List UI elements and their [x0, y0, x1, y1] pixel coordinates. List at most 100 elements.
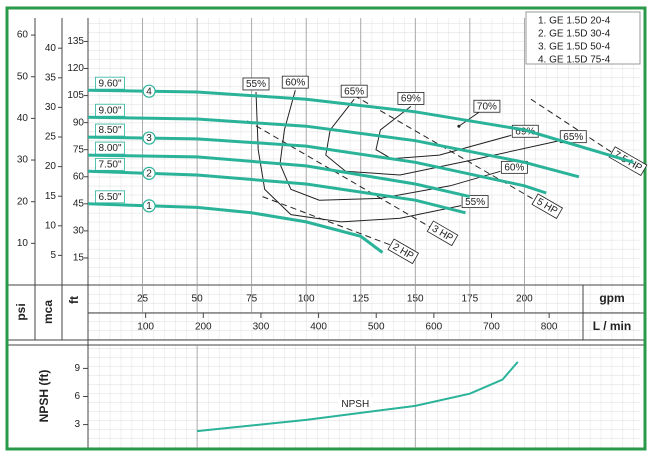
axis-label: psi [14, 303, 28, 320]
efficiency-label: 60% [500, 160, 528, 174]
npsh-curve [196, 361, 519, 433]
curve-tag [142, 199, 156, 213]
hp-line [247, 120, 431, 228]
x2-tick-label: 200 [195, 322, 212, 333]
label-text: 6.50" [98, 192, 121, 203]
psi-tick-label: 50 [17, 71, 29, 82]
label-box [397, 91, 425, 105]
pump-curve [87, 202, 384, 254]
efficiency-label: 70% [473, 99, 501, 113]
label-text: 69% [515, 126, 535, 137]
label-box [242, 77, 270, 91]
curve-tag-text: 2 [146, 169, 152, 180]
curve-tag [142, 131, 156, 145]
diameter-label: 8.00" [95, 141, 125, 155]
mca-tick-label: 30 [45, 102, 57, 113]
label-text: 7.50" [98, 159, 121, 170]
x2-tick-label: 300 [253, 322, 270, 333]
y-tick-label: 3 [74, 419, 80, 430]
label-box [559, 130, 587, 144]
label-box [473, 99, 501, 113]
pump-curve [87, 135, 547, 195]
mca-tick-label: 40 [45, 43, 57, 54]
label-box [461, 195, 489, 209]
psi-tick-label: 60 [17, 30, 29, 41]
efficiency-label: 60% [281, 75, 309, 89]
mca-tick-label: 20 [45, 161, 57, 172]
label-box [95, 103, 125, 117]
label-box [338, 397, 373, 410]
psi-tick-label: 10 [17, 238, 29, 249]
efficiency-label: 55% [461, 195, 489, 209]
y-tick-label: 9 [74, 363, 80, 374]
diameter-label: 9.00" [95, 103, 125, 117]
mca-tick-label: 25 [45, 132, 57, 143]
label-text: 9.60" [98, 78, 121, 89]
label-text: 8.50" [98, 125, 121, 136]
mca-tick-label: 10 [45, 220, 57, 231]
frame [8, 18, 645, 448]
y-tick-label: 90 [73, 117, 85, 128]
axis-label: L / min [593, 319, 631, 333]
efficiency-curve [255, 91, 462, 223]
y-tick-label: 6 [74, 391, 80, 402]
axis-label: ft [67, 296, 81, 304]
series-label: NPSH [338, 397, 373, 410]
diameter-label: 7.50" [95, 157, 125, 171]
psi-tick-label: 30 [17, 155, 29, 166]
y-tick-label: 135 [67, 36, 84, 47]
legend-entry: 4. GE 1.5D 75-4 [538, 55, 611, 66]
label-box [95, 141, 125, 155]
pump-curve [87, 115, 580, 179]
y-tick-label: 60 [73, 171, 85, 182]
legend-box [525, 11, 641, 65]
label-text: 65% [563, 132, 583, 143]
curve-tag [142, 84, 156, 98]
mca-tick-label: 15 [45, 191, 57, 202]
hp-line [262, 196, 392, 246]
y-tick-label: 120 [67, 63, 84, 74]
efficiency-curve [375, 106, 512, 160]
axis-label: mca [41, 300, 55, 324]
label-text: 55% [246, 79, 266, 90]
diameter-label: 6.50" [95, 190, 125, 204]
label-box [95, 76, 125, 90]
mca-tick-label: 5 [50, 250, 56, 261]
label-box [531, 193, 564, 220]
label-box [340, 84, 368, 98]
legend: 1. GE 1.5D 20-4 2. GE 1.5D 30-4 3. GE 1.… [525, 11, 641, 66]
label-box [95, 190, 125, 204]
pump-curve [87, 169, 466, 215]
efficiency-label: 65% [340, 84, 368, 98]
label-text: 65% [344, 86, 364, 97]
label-text: 9.00" [98, 105, 121, 116]
y-tick-label: 45 [73, 198, 85, 209]
x2-tick-label: 700 [483, 322, 500, 333]
label-box [281, 75, 309, 89]
minor-grid [88, 345, 640, 448]
label-text: 70% [477, 101, 497, 112]
axis-label: NPSH (ft) [37, 370, 51, 423]
label-box [95, 123, 125, 137]
efficiency-point [457, 124, 461, 128]
mca-tick-label: 35 [45, 72, 57, 83]
x2-tick-label: 600 [426, 322, 443, 333]
efficiency-label: 55% [242, 77, 270, 91]
efficiency-label: 69% [397, 91, 425, 105]
label-text: NPSH [341, 399, 369, 410]
psi-tick-label: 40 [17, 113, 29, 124]
curve-tag [142, 166, 156, 180]
y-tick-label: 105 [67, 90, 84, 101]
x2-tick-label: 500 [368, 322, 385, 333]
curve-tag-text: 4 [146, 86, 152, 97]
axis-label: gpm [599, 291, 624, 305]
label-text: 8.00" [98, 143, 121, 154]
hp-line [530, 98, 617, 156]
legend-entry: 1. GE 1.5D 20-4 [538, 16, 611, 27]
x2-tick-label: 400 [310, 322, 327, 333]
pump-curve [87, 153, 471, 199]
label-text: 55% [465, 197, 485, 208]
y-tick-label: 75 [73, 144, 85, 155]
legend-entry: 3. GE 1.5D 50-4 [538, 42, 611, 53]
